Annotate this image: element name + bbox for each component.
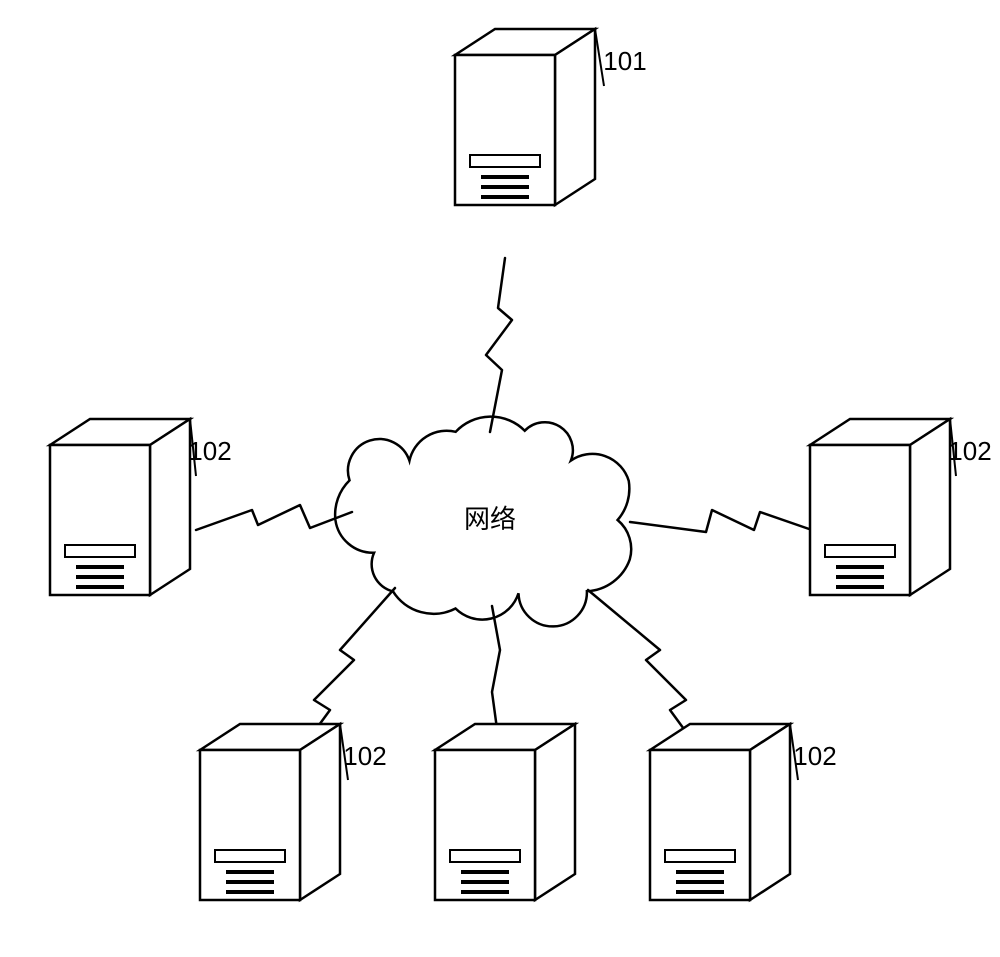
network-cloud-label: 网络 — [464, 504, 516, 534]
server-node — [455, 29, 595, 205]
server-node — [650, 724, 790, 900]
connection-bolt — [630, 510, 812, 532]
server-label: 102 — [188, 436, 231, 466]
server-label: 101 — [603, 46, 646, 76]
connection-bolt — [588, 590, 700, 751]
server-label: 102 — [793, 741, 836, 771]
network-diagram: 网络 101 102 102 102 102 — [0, 0, 1000, 957]
server-node — [810, 419, 950, 595]
server-label: 102 — [343, 741, 386, 771]
server-label: 102 — [948, 436, 991, 466]
server-node — [50, 419, 190, 595]
connection-bolt — [196, 505, 352, 530]
server-node — [200, 724, 340, 900]
server-node — [435, 724, 575, 900]
connection-bolt — [486, 258, 512, 432]
